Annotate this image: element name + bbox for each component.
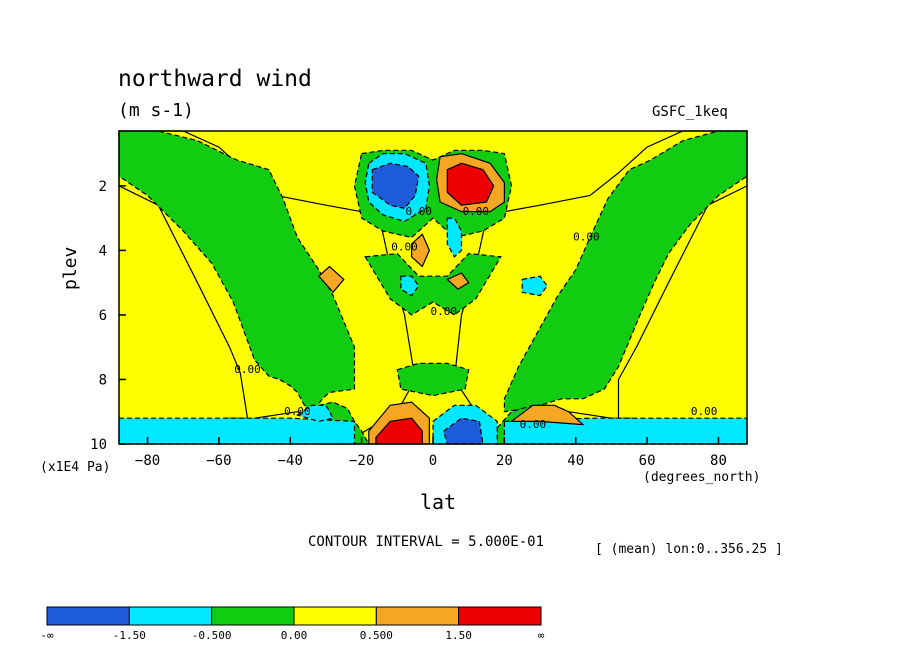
contour-region <box>446 217 463 258</box>
x-tick-label: 40 <box>567 453 584 469</box>
colorbar-swatch <box>46 606 130 626</box>
y-tick-label: 10 <box>90 437 107 453</box>
contour-interval: CONTOUR INTERVAL = 5.000E-01 <box>308 534 545 550</box>
x-tick-label: −20 <box>349 453 374 469</box>
contour-label: 0.00 <box>430 305 457 318</box>
contour-region <box>396 362 470 397</box>
colorbar-swatch <box>211 606 295 626</box>
contour-region <box>446 272 470 290</box>
y-tick-label: 4 <box>99 243 107 259</box>
x-axis-label: lat <box>420 490 457 514</box>
dataset-name: GSFC_1keq <box>652 104 728 120</box>
contour-region <box>521 275 548 297</box>
contour-label: 0.00 <box>520 418 547 431</box>
colorbar-label: -0.500 <box>192 629 232 642</box>
contour-region <box>371 162 420 210</box>
chart-title: northward wind <box>118 66 312 92</box>
colorbar-label: 0.500 <box>360 629 393 642</box>
contour-label: 0.00 <box>284 405 311 418</box>
colorbar-label: ∞ <box>538 629 545 642</box>
x-tick-label: −40 <box>278 453 303 469</box>
colorbar-label: 0.00 <box>281 629 308 642</box>
colorbar-swatch <box>128 606 213 626</box>
y-tick-label: 6 <box>99 308 107 324</box>
contour-label: 0.00 <box>463 205 490 218</box>
colorbar-label: 1.50 <box>445 629 472 642</box>
colorbar-swatch <box>458 606 542 626</box>
y-axis-units: (x1E4 Pa) <box>40 460 111 475</box>
x-tick-label: −60 <box>206 453 231 469</box>
contour-region <box>364 252 502 316</box>
y-tick-label: 8 <box>99 372 107 388</box>
contour-region <box>317 265 345 294</box>
contour-region <box>118 417 356 445</box>
colorbar-swatch <box>375 606 460 626</box>
contour-label: 0.00 <box>405 205 432 218</box>
colorbar-label: -1.50 <box>113 629 146 642</box>
x-tick-label: 20 <box>496 453 513 469</box>
contour-region <box>400 275 420 297</box>
x-tick-label: 0 <box>429 453 437 469</box>
colorbar-swatch <box>293 606 377 626</box>
x-tick-label: 60 <box>639 453 656 469</box>
x-axis-units: (degrees_north) <box>643 470 761 485</box>
contour-region <box>503 130 748 413</box>
contour-region <box>446 162 495 206</box>
contour-label: 0.00 <box>573 231 600 244</box>
chart-units: (m s-1) <box>118 100 194 121</box>
contour-region <box>296 404 335 423</box>
contour-region <box>411 233 431 268</box>
contour-region <box>509 404 585 426</box>
contour-label: 0.00 <box>234 363 261 376</box>
x-tick-label: −80 <box>135 453 160 469</box>
y-tick-label: 2 <box>99 179 107 195</box>
contour-label: 0.00 <box>691 405 718 418</box>
colorbar-label: -∞ <box>40 629 54 642</box>
contour-label: 0.00 <box>391 240 418 253</box>
x-tick-label: 80 <box>710 453 727 469</box>
mean-note: [ (mean) lon:0..356.25 ] <box>595 542 783 557</box>
